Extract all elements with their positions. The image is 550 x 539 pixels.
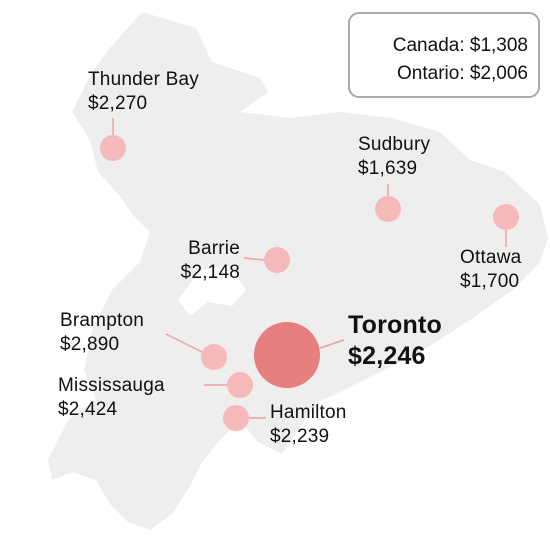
legend-canada: Canada: $1,308 xyxy=(392,35,528,56)
legend-box: Canada: $1,308 Ontario: $2,006 xyxy=(348,12,540,98)
city-name: Brampton xyxy=(60,310,144,331)
label-hamilton: Hamilton $2,239 xyxy=(270,401,347,449)
legend-ontario: Ontario: $2,006 xyxy=(397,63,528,84)
city-price: $1,639 xyxy=(358,158,418,179)
city-price: $2,424 xyxy=(58,399,118,420)
label-ottawa: Ottawa $1,700 xyxy=(460,246,521,294)
marker-thunder-bay xyxy=(100,135,126,161)
leader-line-toronto xyxy=(319,339,345,349)
label-sudbury: Sudbury $1,639 xyxy=(358,133,430,181)
label-toronto: Toronto $2,246 xyxy=(348,310,442,372)
city-price: $2,148 xyxy=(180,262,240,283)
marker-hamilton xyxy=(223,405,249,431)
marker-mississauga xyxy=(227,372,253,398)
marker-brampton xyxy=(201,344,227,370)
label-mississauga: Mississauga $2,424 xyxy=(58,374,165,422)
marker-sudbury xyxy=(375,196,401,222)
city-name: Toronto xyxy=(348,311,442,339)
marker-barrie xyxy=(264,247,290,273)
leader-line-brampton xyxy=(165,333,203,353)
city-name: Ottawa xyxy=(460,247,522,268)
georgian-bay-water xyxy=(178,266,246,316)
city-name: Mississauga xyxy=(58,375,165,396)
city-name: Thunder Bay xyxy=(88,69,199,90)
city-price: $2,890 xyxy=(60,334,120,355)
label-thunder-bay: Thunder Bay $2,270 xyxy=(88,68,199,116)
city-price: $1,700 xyxy=(460,271,520,292)
label-barrie: Barrie $2,148 xyxy=(160,237,240,285)
marker-ottawa xyxy=(493,204,519,230)
city-price: $2,270 xyxy=(88,93,148,114)
label-brampton: Brampton $2,890 xyxy=(60,309,144,357)
city-name: Barrie xyxy=(188,238,240,259)
city-name: Hamilton xyxy=(270,402,347,423)
leader-line-barrie xyxy=(243,257,265,261)
city-price: $2,239 xyxy=(270,426,330,447)
ontario-region-shape xyxy=(48,12,548,530)
city-price: $2,246 xyxy=(348,342,426,370)
marker-toronto xyxy=(254,322,320,388)
city-name: Sudbury xyxy=(358,134,431,155)
